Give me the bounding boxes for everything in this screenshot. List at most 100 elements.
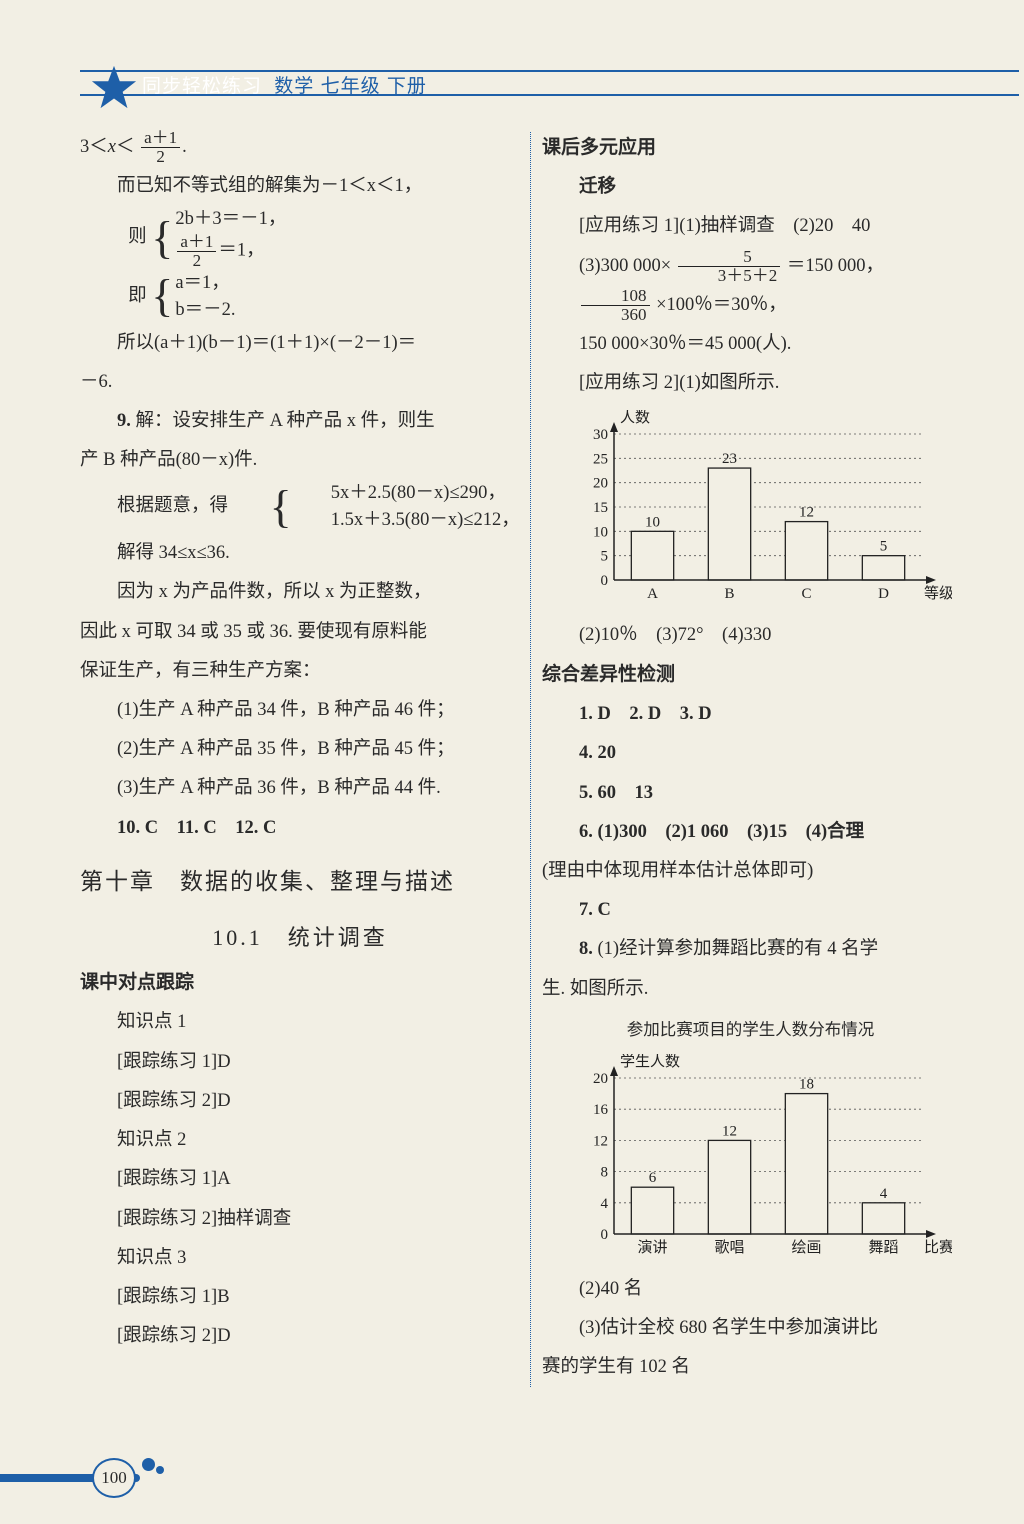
line: 6. (1)300 (2)1 060 (3)15 (4)合理 <box>542 813 959 852</box>
den: 2 <box>177 252 216 270</box>
num: a＋1 <box>141 129 180 148</box>
brace-block-2: 即 { a＝1， b＝－2. <box>80 270 520 324</box>
t: ＝150 000， <box>787 256 884 276</box>
subhead: 综合差异性检测 <box>542 655 959 695</box>
q9: 9. 解：设安排生产 A 种产品 x 件，则生 <box>80 402 520 441</box>
svg-text:0: 0 <box>601 1227 609 1243</box>
page-header: 同步轻松练习 数学 七年级 下册 <box>80 40 959 110</box>
svg-text:8: 8 <box>601 1164 609 1180</box>
page-number: 100 <box>50 1456 140 1500</box>
num: a＋1 <box>177 233 216 252</box>
svg-text:5: 5 <box>601 548 609 564</box>
sub2: 迁移 <box>542 168 959 207</box>
svg-text:12: 12 <box>593 1133 608 1149</box>
svg-text:演讲: 演讲 <box>637 1239 667 1256</box>
line: (2)生产 A 种产品 35 件，B 种产品 45 件； <box>80 730 520 769</box>
eq-top: 2b＋3＝－1， <box>175 206 286 233</box>
line: 而已知不等式组的解集为－1＜x＜1， <box>80 167 520 206</box>
track-ex: [跟踪练习 2]抽样调查 <box>80 1200 520 1239</box>
svg-text:B: B <box>724 586 734 602</box>
chart-2: 0481216206演讲12歌唱18绘画4舞蹈学生人数比赛项目 <box>572 1054 959 1264</box>
svg-text:舞蹈: 舞蹈 <box>868 1239 898 1256</box>
section-title: 10.1 统计调查 <box>80 915 520 962</box>
line: 产 B 种产品(80－x)件. <box>80 441 520 480</box>
line: (3)估计全校 680 名学生中参加演讲比 <box>542 1309 959 1348</box>
track-ex: [跟踪练习 1]B <box>80 1278 520 1317</box>
svg-text:A: A <box>647 586 658 602</box>
brace-icon: { <box>233 489 292 526</box>
svg-text:25: 25 <box>593 451 608 467</box>
svg-text:歌唱: 歌唱 <box>714 1239 744 1256</box>
q8: 8. (1)经计算参加舞蹈比赛的有 4 名学 <box>542 930 959 969</box>
line: [应用练习 1](1)抽样调查 (2)20 40 <box>542 207 959 246</box>
line: (2)40 名 <box>542 1270 959 1309</box>
ans: 6. (1)300 (2)1 060 (3)15 (4)合理 <box>579 822 864 842</box>
chapter-title: 第十章 数据的收集、整理与描述 <box>80 858 520 907</box>
track-ex: [跟踪练习 2]D <box>80 1317 520 1356</box>
subhead: 课中对点跟踪 <box>80 963 520 1003</box>
line: (3)生产 A 种产品 36 件，B 种产品 44 件. <box>80 769 520 808</box>
svg-text:0: 0 <box>601 573 609 589</box>
den: 2 <box>141 148 180 166</box>
ans: 1. D 2. D 3. D <box>579 704 712 724</box>
column-divider <box>530 132 531 1387</box>
qnum: 9. <box>117 411 136 431</box>
svg-text:等级: 等级 <box>924 584 952 602</box>
svg-text:4: 4 <box>601 1196 609 1212</box>
track-ex: [跟踪练习 1]D <box>80 1043 520 1082</box>
line: 生. 如图所示. <box>542 970 959 1009</box>
line: (理由中体现用样本估计总体即可) <box>542 852 959 891</box>
brace-icon: { <box>151 278 173 315</box>
line: 解得 34≤x≤36. <box>80 534 520 573</box>
line: (2)10％ (3)72° (4)330 <box>542 616 959 655</box>
brace-block-1: 则 { 2b＋3＝－1， a＋1 2 ＝1， <box>80 206 520 270</box>
track-ex: [跟踪练习 1]A <box>80 1160 520 1199</box>
t: 即 <box>128 286 147 306</box>
svg-text:5: 5 <box>880 538 888 554</box>
answers-10-12: 10. C 11. C 12. C <box>117 818 276 838</box>
line: 7. C <box>542 891 959 930</box>
line: 因此 x 可取 34 或 35 或 36. 要使现有原料能 <box>80 613 520 652</box>
chart2-title: 参加比赛项目的学生人数分布情况 <box>542 1013 959 1048</box>
t: 根据题意，得 <box>117 497 228 517</box>
header-series: 同步轻松练习 <box>142 76 262 97</box>
svg-text:12: 12 <box>799 504 814 520</box>
subhead: 课后多元应用 <box>542 128 959 168</box>
svg-text:6: 6 <box>649 1170 657 1186</box>
header-subject: 数学 七年级 下册 <box>274 76 427 97</box>
num: 5 <box>678 248 781 267</box>
knowledge-point: 知识点 1 <box>80 1003 520 1042</box>
den: 360 <box>581 306 650 324</box>
t: 则 <box>128 227 147 247</box>
svg-text:D: D <box>878 586 889 602</box>
chart-1: 05101520253010A23B12C5D人数等级 <box>572 410 959 610</box>
svg-text:20: 20 <box>593 475 608 491</box>
svg-text:10: 10 <box>593 524 608 540</box>
line: (1)生产 A 种产品 34 件，B 种产品 46 件； <box>80 691 520 730</box>
line: 150 000×30％＝45 000(人). <box>542 325 959 364</box>
line: 4. 20 <box>542 734 959 773</box>
header-title: 同步轻松练习 数学 七年级 下册 <box>142 71 427 98</box>
t: 解：设安排生产 A 种产品 x 件，则生 <box>136 411 435 431</box>
brace-block-3: 根据题意，得 { 5x＋2.5(80－x)≤290， 1.5x＋3.5(80－x… <box>80 480 520 534</box>
ans: 7. C <box>579 900 611 920</box>
eq-bot: a＋1 2 ＝1， <box>175 233 286 270</box>
ans: 4. 20 <box>579 743 616 763</box>
line: 1. D 2. D 3. D <box>542 695 959 734</box>
eq-top: a＝1， <box>175 270 235 297</box>
brace-icon: { <box>151 220 173 257</box>
line: 因为 x 为产品件数，所以 x 为正整数， <box>80 573 520 612</box>
svg-text:比赛项目: 比赛项目 <box>924 1239 952 1256</box>
t: . <box>182 137 187 157</box>
line: 赛的学生有 102 名 <box>542 1348 959 1387</box>
svg-text:16: 16 <box>593 1102 609 1118</box>
svg-text:15: 15 <box>593 500 608 516</box>
svg-text:18: 18 <box>799 1076 814 1092</box>
line-r2: (3)300 000× 5 3＋5＋2 ＝150 000， <box>542 247 959 286</box>
line-r3: 108 360 ×100％＝30％， <box>542 286 959 325</box>
line: [应用练习 2](1)如图所示. <box>542 364 959 403</box>
svg-text:C: C <box>801 586 811 602</box>
left-column: 3＜x＜ a＋1 2 . 而已知不等式组的解集为－1＜x＜1， 则 { 2b＋3… <box>80 128 520 1387</box>
t: 3＜ <box>80 137 108 157</box>
knowledge-point: 知识点 3 <box>80 1239 520 1278</box>
